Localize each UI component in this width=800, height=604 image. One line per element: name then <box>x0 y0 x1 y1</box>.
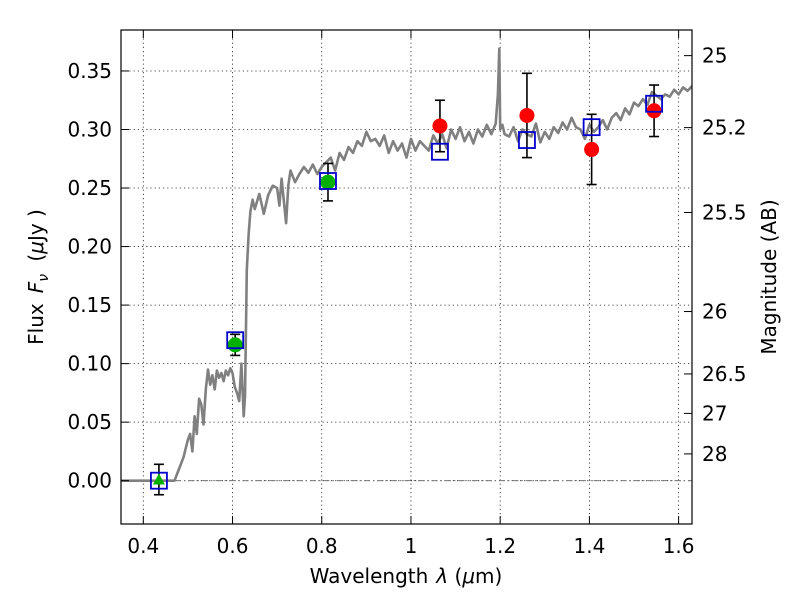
y-tick-label: 0.35 <box>67 59 112 83</box>
mag-tick-label: 25.5 <box>702 200 747 224</box>
x-tick-label: 1.2 <box>484 534 516 558</box>
observed-point <box>320 174 336 190</box>
y-axis-title: FluxFν (μJy ) <box>24 209 52 345</box>
model-point <box>226 331 245 350</box>
y-tick-label: 0.15 <box>67 293 112 317</box>
data-layer <box>121 47 692 496</box>
y-tick-label: 0.05 <box>67 410 112 434</box>
mag-tick-label: 25.2 <box>702 116 747 140</box>
y-tick-label: 0.10 <box>67 352 112 376</box>
observed-point <box>646 103 662 119</box>
observed-point <box>519 107 535 123</box>
model-point <box>150 471 168 490</box>
x-tick-label: 1.4 <box>573 534 605 558</box>
mag-tick-label: 28 <box>702 442 727 466</box>
x-tick-label: 0.6 <box>217 534 249 558</box>
y-tick-label: 0.30 <box>67 118 112 142</box>
x-tick-label: 0.8 <box>306 534 338 558</box>
x-tick-label: 0.4 <box>127 534 159 558</box>
observed-point <box>584 141 600 157</box>
model-point <box>518 131 536 149</box>
x-axis-title: Wavelength λ (μm) <box>310 564 503 588</box>
tick-layer: 0.4 0.6 0.8 1 1.2 1.4 1.6 0.00 0.05 0.10 0.15 0.20 0… <box>67 30 747 558</box>
model-point <box>431 142 449 161</box>
grid-layer <box>121 30 692 524</box>
plot-layer <box>121 47 692 496</box>
y-tick-label: 0.00 <box>67 469 112 493</box>
plot-frame <box>120 29 693 525</box>
model-point <box>319 172 337 190</box>
mag-tick-label: 27 <box>702 401 727 425</box>
upper-limit-point <box>152 473 165 485</box>
y-tick-label: 0.25 <box>67 176 112 200</box>
spectrum-line <box>121 47 692 482</box>
mag-tick-label: 25 <box>702 44 727 68</box>
model-point <box>645 94 663 113</box>
secondary-y-axis-title: Magnitude (AB) <box>757 199 781 354</box>
observed-point <box>432 118 448 134</box>
mag-tick-label: 26 <box>702 300 727 324</box>
x-tick-label: 1.6 <box>663 534 695 558</box>
mag-tick-label: 26.5 <box>702 362 747 386</box>
y-tick-label: 0.20 <box>67 235 112 259</box>
observed-point <box>227 337 243 353</box>
model-point <box>582 118 601 137</box>
x-tick-label: 1 <box>405 534 418 558</box>
